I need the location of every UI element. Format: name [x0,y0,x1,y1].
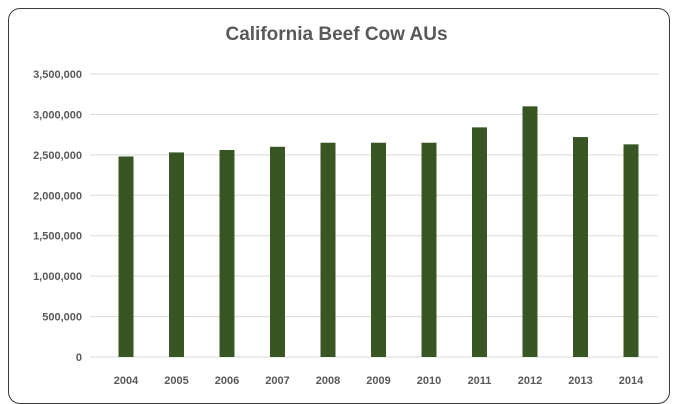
x-tick-label: 2008 [316,375,340,387]
bar-2011 [472,127,487,357]
bars [118,106,639,357]
x-axis-tick-labels: 2004 2005 2006 2007 2008 2009 2010 2011 2012 2013… [114,375,644,387]
x-tick-label: 2014 [619,375,644,387]
y-tick-label: 0 [76,352,82,364]
bar-2007 [270,146,285,357]
bar-2013 [573,137,588,357]
bar-2006 [219,150,235,357]
y-tick-label: 2,000,000 [33,190,82,202]
x-tick-label: 2007 [265,375,289,387]
x-tick-label: 2004 [114,375,139,387]
x-tick-label: 2006 [215,375,239,387]
y-tick-label: 500,000 [42,312,82,324]
x-tick-label: 2009 [366,375,390,387]
y-tick-label: 2,500,000 [33,150,82,162]
bar-2009 [371,142,386,357]
y-tick-label: 3,500,000 [33,69,82,81]
y-tick-label: 3,000,000 [33,109,82,121]
y-tick-label: 1,000,000 [33,271,82,283]
bar-2004 [118,156,134,357]
bar-2005 [169,152,184,357]
x-tick-label: 2010 [417,375,441,387]
chart-title: California Beef Cow AUs [225,24,448,45]
bar-2014 [623,144,639,357]
x-tick-label: 2011 [468,375,492,387]
x-tick-label: 2005 [164,375,188,387]
bar-2010 [421,142,437,357]
y-tick-label: 1,500,000 [33,231,82,243]
bar-2012 [522,106,538,357]
x-tick-label: 2012 [518,375,542,387]
y-axis-tick-labels: 0 500,000 1,000,000 1,500,000 2,000,000 2,500… [33,69,82,364]
bar-2008 [320,142,336,357]
x-tick-label: 2013 [568,375,592,387]
